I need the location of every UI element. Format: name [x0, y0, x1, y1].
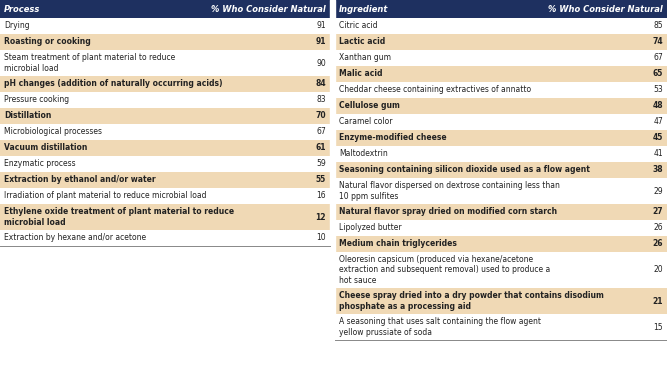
Text: Natural flavor dispersed on dextrose containing less than
10 ppm sulfites: Natural flavor dispersed on dextrose con…	[339, 181, 560, 201]
Bar	[0, 124, 330, 140]
Text: 47: 47	[653, 117, 663, 126]
Bar	[0, 0, 330, 18]
Text: Extraction by ethanol and/or water: Extraction by ethanol and/or water	[4, 176, 155, 185]
Bar	[335, 162, 667, 178]
Text: 29: 29	[654, 186, 663, 195]
Text: Steam treatment of plant material to reduce
microbial load: Steam treatment of plant material to red…	[4, 53, 175, 73]
Text: Extraction by hexane and/or acetone: Extraction by hexane and/or acetone	[4, 233, 146, 242]
Bar	[335, 0, 667, 18]
Text: 26: 26	[652, 239, 663, 248]
Text: Maltodextrin: Maltodextrin	[339, 150, 388, 159]
Text: 20: 20	[654, 266, 663, 275]
Text: Enzyme-modified cheese: Enzyme-modified cheese	[339, 134, 447, 142]
Text: 61: 61	[315, 144, 326, 153]
Bar	[0, 156, 330, 172]
Text: % Who Consider Natural: % Who Consider Natural	[548, 4, 663, 13]
Bar	[0, 34, 330, 50]
Text: Drying: Drying	[4, 22, 29, 31]
Text: Citric acid: Citric acid	[339, 22, 378, 31]
Text: 45: 45	[652, 134, 663, 142]
Text: Lipolyzed butter: Lipolyzed butter	[339, 223, 402, 232]
Text: Distillation: Distillation	[4, 112, 51, 120]
Text: 21: 21	[652, 297, 663, 305]
Text: Seasoning containing silicon dioxide used as a flow agent: Seasoning containing silicon dioxide use…	[339, 166, 590, 175]
Bar	[0, 50, 330, 76]
Bar	[335, 130, 667, 146]
Bar	[0, 108, 330, 124]
Text: % Who Consider Natural: % Who Consider Natural	[211, 4, 326, 13]
Text: Microbiological processes: Microbiological processes	[4, 128, 102, 137]
Bar	[335, 146, 667, 162]
Bar	[335, 288, 667, 314]
Text: 65: 65	[652, 69, 663, 78]
Bar	[0, 18, 330, 34]
Text: 38: 38	[652, 166, 663, 175]
Bar	[335, 236, 667, 252]
Bar	[335, 178, 667, 204]
Text: 10: 10	[316, 233, 326, 242]
Text: Vacuum distillation: Vacuum distillation	[4, 144, 87, 153]
Text: Malic acid: Malic acid	[339, 69, 382, 78]
Bar	[0, 230, 330, 246]
Text: 26: 26	[654, 223, 663, 232]
Text: Process: Process	[4, 4, 41, 13]
Bar	[335, 66, 667, 82]
Text: A seasoning that uses salt containing the flow agent
yellow prussiate of soda: A seasoning that uses salt containing th…	[339, 317, 541, 337]
Text: 12: 12	[315, 213, 326, 222]
Bar	[335, 82, 667, 98]
Text: Pressure cooking: Pressure cooking	[4, 95, 69, 104]
Text: 27: 27	[652, 207, 663, 216]
Text: Natural flavor spray dried on modified corn starch: Natural flavor spray dried on modified c…	[339, 207, 557, 216]
Bar	[0, 188, 330, 204]
Text: 67: 67	[653, 53, 663, 63]
Text: 16: 16	[316, 191, 326, 201]
Text: 67: 67	[316, 128, 326, 137]
Bar	[335, 98, 667, 114]
Text: Cellulose gum: Cellulose gum	[339, 101, 400, 110]
Text: 84: 84	[315, 79, 326, 88]
Text: Medium chain triglycerides: Medium chain triglycerides	[339, 239, 457, 248]
Text: Lactic acid: Lactic acid	[339, 38, 386, 47]
Text: 74: 74	[652, 38, 663, 47]
Bar	[0, 140, 330, 156]
Bar	[335, 252, 667, 288]
Text: 85: 85	[654, 22, 663, 31]
Text: Oleoresin capsicum (produced via hexane/acetone
extraction and subsequent remova: Oleoresin capsicum (produced via hexane/…	[339, 255, 550, 285]
Text: 70: 70	[315, 112, 326, 120]
Bar	[335, 204, 667, 220]
Bar	[0, 76, 330, 92]
Text: Cheddar cheese containing extractives of annatto: Cheddar cheese containing extractives of…	[339, 85, 531, 94]
Text: 48: 48	[652, 101, 663, 110]
Text: 90: 90	[316, 59, 326, 68]
Text: 55: 55	[315, 176, 326, 185]
Text: Enzymatic process: Enzymatic process	[4, 160, 75, 169]
Bar	[0, 204, 330, 230]
Bar	[335, 50, 667, 66]
Bar	[335, 314, 667, 340]
Text: Irradiation of plant material to reduce microbial load: Irradiation of plant material to reduce …	[4, 191, 207, 201]
Bar	[0, 92, 330, 108]
Bar	[335, 114, 667, 130]
Bar	[0, 172, 330, 188]
Text: Roasting or cooking: Roasting or cooking	[4, 38, 91, 47]
Text: pH changes (addition of naturally occurring acids): pH changes (addition of naturally occurr…	[4, 79, 223, 88]
Text: 91: 91	[316, 22, 326, 31]
Text: 91: 91	[315, 38, 326, 47]
Text: 53: 53	[653, 85, 663, 94]
Text: Xanthan gum: Xanthan gum	[339, 53, 391, 63]
Text: 59: 59	[316, 160, 326, 169]
Bar	[335, 34, 667, 50]
Bar	[335, 220, 667, 236]
Text: 41: 41	[654, 150, 663, 159]
Bar	[335, 18, 667, 34]
Text: Cheese spray dried into a dry powder that contains disodium
phosphate as a proce: Cheese spray dried into a dry powder tha…	[339, 291, 604, 311]
Text: 15: 15	[654, 323, 663, 332]
Text: Caramel color: Caramel color	[339, 117, 392, 126]
Text: Ingredient: Ingredient	[339, 4, 388, 13]
Text: 83: 83	[316, 95, 326, 104]
Text: Ethylene oxide treatment of plant material to reduce
microbial load: Ethylene oxide treatment of plant materi…	[4, 207, 234, 227]
